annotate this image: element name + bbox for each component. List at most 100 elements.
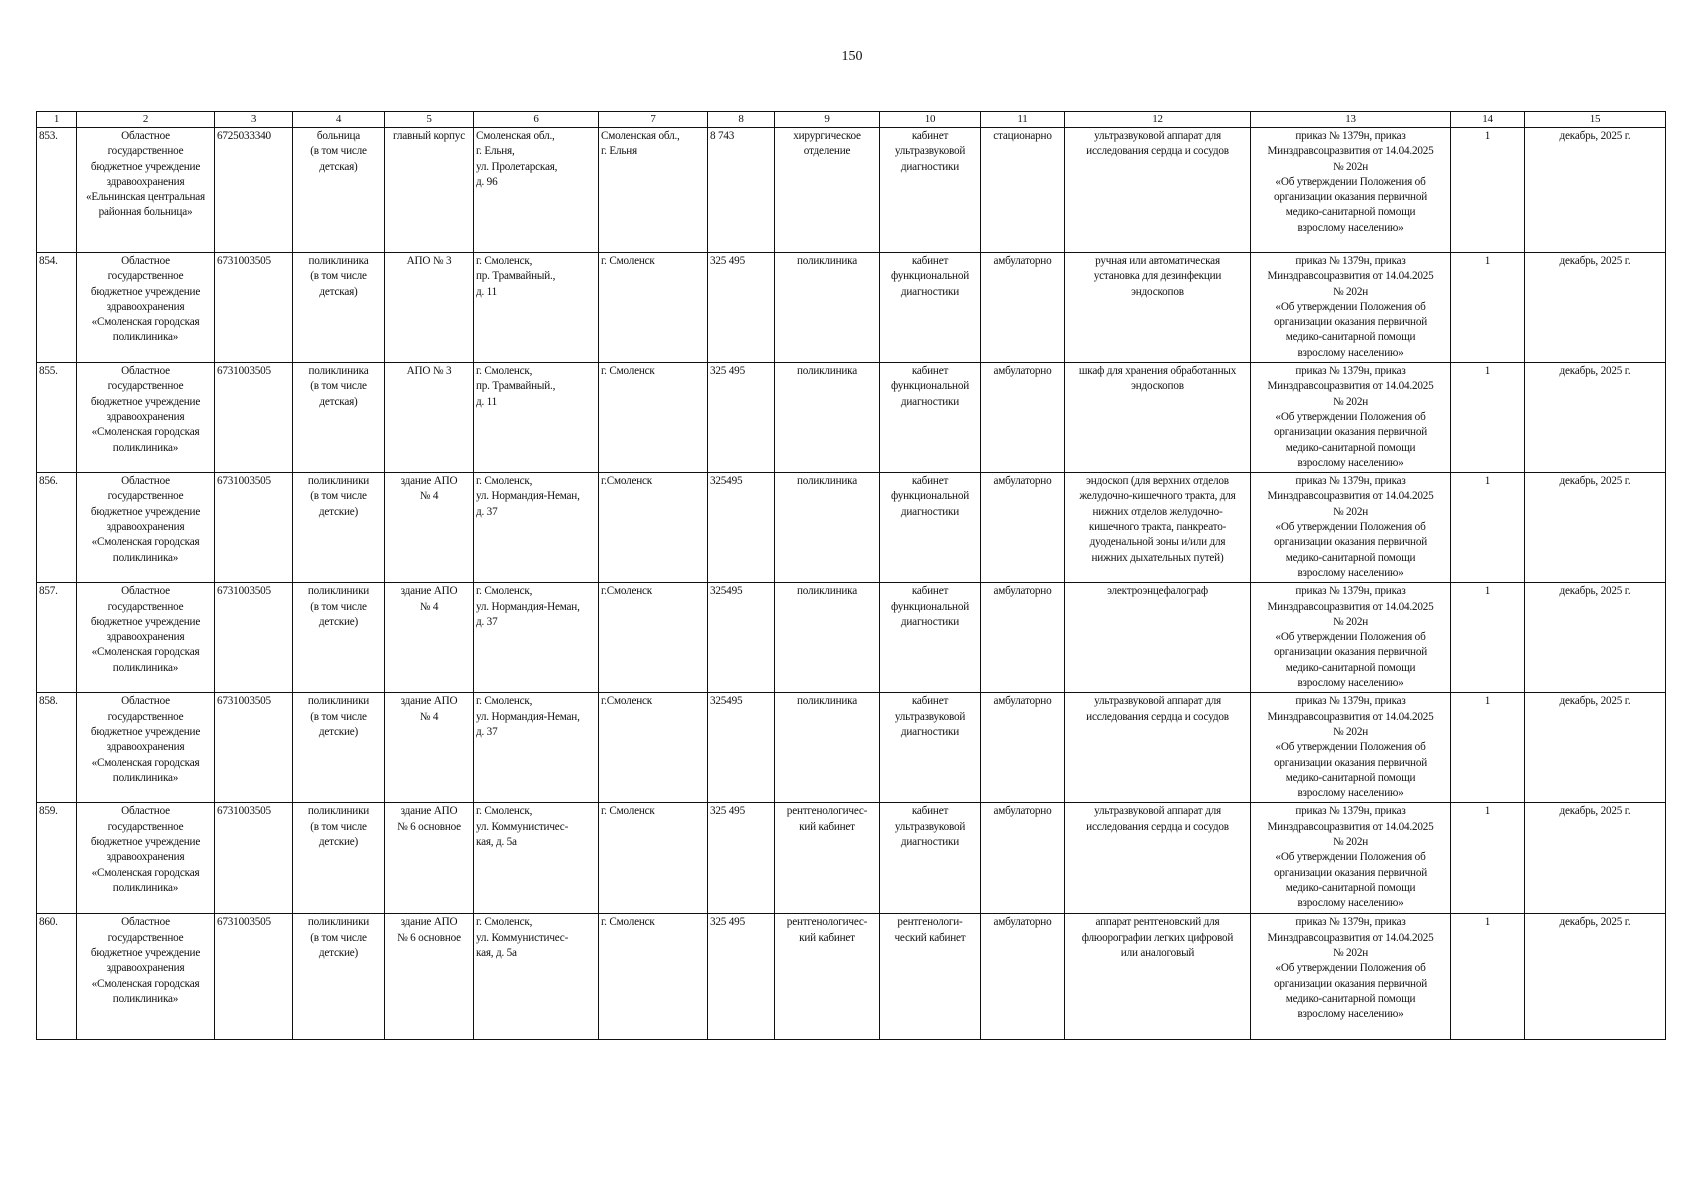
cell-room: рентгенологи- ческий кабинет [879,913,981,1041]
cell-department: рентгенологичес- кий кабинет [774,802,880,915]
cell-equipment: электроэнцефалограф [1064,582,1251,694]
cell-legal-basis: приказ № 1379н, приказ Минздравсоцразвит… [1250,802,1451,915]
column-header: 9 [774,111,880,128]
cell-care-mode: амбулаторно [980,802,1065,915]
cell-department: поликлиника [774,362,880,474]
column-header: 8 [707,111,775,128]
table-row: 858. Областное государственное бюджетное … [36,692,1666,804]
cell-row-number: 859. [36,802,77,915]
cell-row-number: 855. [36,362,77,474]
cell-locality: г. Смоленск [598,802,708,915]
cell-building: здание АПО № 4 [384,692,474,804]
cell-equipment: эндоскоп (для верхних отделов желудочно-… [1064,472,1251,584]
cell-building: АПО № 3 [384,362,474,474]
cell-room: кабинет функциональной диагностики [879,582,981,694]
cell-organization: Областное государственное бюджетное учре… [76,692,215,804]
cell-legal-basis: приказ № 1379н, приказ Минздравсоцразвит… [1250,251,1451,364]
cell-address: Смоленская обл., г. Ельня, ул. Пролетарс… [473,127,599,253]
cell-room: кабинет функциональной диагностики [879,472,981,584]
table-row: 856. Областное государственное бюджетное … [36,472,1666,584]
cell-facility-type: поликлиники (в том числе детские) [292,802,385,915]
cell-row-number: 854. [36,251,77,364]
cell-organization: Областное государственное бюджетное учре… [76,362,215,474]
cell-building: здание АПО № 4 [384,472,474,584]
cell-locality: г. Смоленск [598,913,708,1041]
cell-inn: 6731003505 [214,692,293,804]
cell-locality: г.Смоленск [598,692,708,804]
cell-quantity: 1 [1450,582,1525,694]
table-row: 857. Областное государственное бюджетное … [36,582,1666,694]
cell-care-mode: амбулаторно [980,913,1065,1041]
cell-room: кабинет ультразвуковой диагностики [879,127,981,253]
cell-equipment: ручная или автоматическая установка для … [1064,251,1251,364]
cell-organization: Областное государственное бюджетное учре… [76,472,215,584]
cell-care-mode: амбулаторно [980,582,1065,694]
cell-locality: г.Смоленск [598,582,708,694]
column-header: 14 [1450,111,1525,128]
cell-equipment: аппарат рентгеновский для флюорографии л… [1064,913,1251,1041]
cell-locality: г. Смоленск [598,251,708,364]
cell-population: 325 495 [707,802,775,915]
cell-building: здание АПО № 6 основное [384,802,474,915]
cell-department: поликлиника [774,692,880,804]
page-number: 150 [841,49,863,64]
cell-care-mode: амбулаторно [980,362,1065,474]
cell-row-number: 857. [36,582,77,694]
cell-address: г. Смоленск, ул. Нормандия-Неман, д. 37 [473,582,599,694]
cell-facility-type: поликлиники (в том числе детские) [292,692,385,804]
cell-care-mode: амбулаторно [980,251,1065,364]
cell-care-mode: стационарно [980,127,1065,253]
cell-population: 325495 [707,692,775,804]
table-row: 859. Областное государственное бюджетное … [36,802,1666,915]
equipment-table: 1 2 3 4 5 6 7 8 9 10 11 12 13 14 15 853. Областное госуд… [36,111,1666,1041]
cell-locality: Смоленская обл., г. Ельня [598,127,708,253]
cell-facility-type: поликлиника (в том числе детская) [292,251,385,364]
cell-quantity: 1 [1450,127,1525,253]
cell-department: поликлиника [774,251,880,364]
cell-organization: Областное государственное бюджетное учре… [76,582,215,694]
cell-quantity: 1 [1450,692,1525,804]
cell-inn: 6725033340 [214,127,293,253]
cell-row-number: 860. [36,913,77,1041]
cell-department: поликлиника [774,472,880,584]
cell-room: кабинет функциональной диагностики [879,251,981,364]
cell-legal-basis: приказ № 1379н, приказ Минздравсоцразвит… [1250,362,1451,474]
cell-quantity: 1 [1450,251,1525,364]
cell-department: поликлиника [774,582,880,694]
cell-legal-basis: приказ № 1379н, приказ Минздравсоцразвит… [1250,582,1451,694]
cell-quantity: 1 [1450,913,1525,1041]
cell-inn: 6731003505 [214,472,293,584]
cell-equipment: ультразвуковой аппарат для исследования … [1064,127,1251,253]
cell-quantity: 1 [1450,802,1525,915]
column-header: 1 [36,111,77,128]
cell-facility-type: поликлиники (в том числе детские) [292,472,385,584]
cell-care-mode: амбулаторно [980,472,1065,584]
cell-building: АПО № 3 [384,251,474,364]
cell-deadline: декабрь, 2025 г. [1524,127,1666,253]
cell-deadline: декабрь, 2025 г. [1524,362,1666,474]
header-row: 1 2 3 4 5 6 7 8 9 10 11 12 13 14 15 [36,111,1666,128]
column-header: 5 [384,111,474,128]
cell-legal-basis: приказ № 1379н, приказ Минздравсоцразвит… [1250,472,1451,584]
column-header: 10 [879,111,981,128]
cell-locality: г.Смоленск [598,472,708,584]
cell-population: 325 495 [707,362,775,474]
cell-address: г. Смоленск, ул. Нормандия-Неман, д. 37 [473,692,599,804]
cell-address: г. Смоленск, ул. Коммунистичес- кая, д. … [473,802,599,915]
cell-organization: Областное государственное бюджетное учре… [76,251,215,364]
column-header: 11 [980,111,1065,128]
cell-equipment: ультразвуковой аппарат для исследования … [1064,692,1251,804]
table-row: 853. Областное государственное бюджетное … [36,127,1666,253]
cell-population: 325 495 [707,913,775,1041]
cell-inn: 6731003505 [214,582,293,694]
cell-department: хирургическое отделение [774,127,880,253]
cell-inn: 6731003505 [214,802,293,915]
cell-care-mode: амбулаторно [980,692,1065,804]
cell-row-number: 856. [36,472,77,584]
cell-address: г. Смоленск, пр. Трамвайный., д. 11 [473,362,599,474]
cell-deadline: декабрь, 2025 г. [1524,582,1666,694]
cell-inn: 6731003505 [214,251,293,364]
cell-facility-type: поликлиника (в том числе детская) [292,362,385,474]
cell-organization: Областное государственное бюджетное учре… [76,802,215,915]
cell-locality: г. Смоленск [598,362,708,474]
